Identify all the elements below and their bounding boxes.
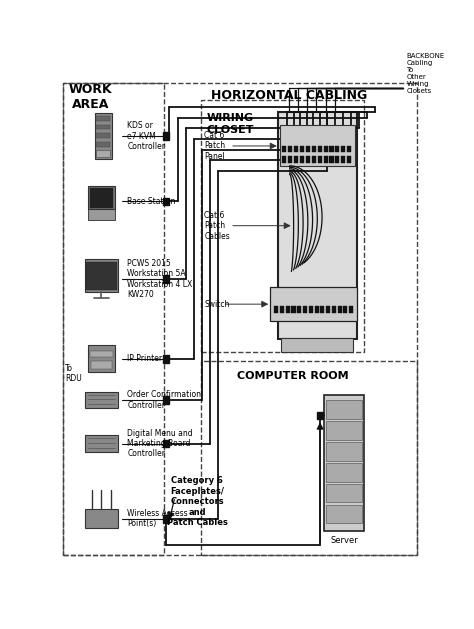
Text: Category 6
Faceplates/
Connectors
and
Patch Cables: Category 6 Faceplates/ Connectors and Pa…: [166, 476, 228, 527]
Text: Server: Server: [330, 536, 358, 545]
Bar: [324, 395, 364, 531]
Bar: [292, 306, 295, 313]
Text: Wireless Access
Point(s): Wireless Access Point(s): [127, 509, 188, 528]
Bar: [85, 509, 118, 528]
Bar: [300, 156, 304, 162]
Bar: [163, 355, 169, 363]
Text: PCWS 2015
Workstation 5A
Workstation 4 LX
KW270: PCWS 2015 Workstation 5A Workstation 4 L…: [127, 259, 192, 299]
Bar: [324, 156, 328, 162]
Bar: [85, 391, 118, 408]
Bar: [312, 156, 316, 162]
Bar: [286, 306, 290, 313]
Bar: [96, 116, 110, 121]
Text: Base Station: Base Station: [127, 197, 175, 206]
Bar: [326, 484, 362, 503]
Bar: [320, 306, 324, 313]
Bar: [163, 396, 169, 404]
Bar: [90, 351, 113, 357]
Bar: [288, 156, 292, 162]
Bar: [312, 145, 316, 152]
Bar: [282, 156, 286, 162]
Bar: [349, 306, 353, 313]
Bar: [297, 306, 301, 313]
Bar: [63, 83, 164, 555]
Bar: [326, 463, 362, 482]
Bar: [337, 306, 342, 313]
Bar: [91, 362, 111, 369]
Bar: [163, 198, 169, 205]
Text: WIRING
CLOSET: WIRING CLOSET: [206, 113, 254, 135]
Bar: [318, 156, 322, 162]
Bar: [318, 145, 322, 152]
Bar: [303, 306, 307, 313]
Bar: [201, 99, 364, 352]
Text: Cat 6
Patch
Cables: Cat 6 Patch Cables: [204, 211, 230, 241]
Bar: [88, 345, 115, 372]
Text: Cat 6
Patch
Panel: Cat 6 Patch Panel: [204, 131, 226, 161]
Bar: [96, 125, 110, 130]
Bar: [326, 306, 330, 313]
Bar: [282, 145, 286, 152]
Bar: [280, 306, 284, 313]
Bar: [300, 145, 304, 152]
Bar: [280, 125, 355, 167]
Bar: [96, 133, 110, 138]
Text: BACKBONE
Cabling
To
Other
Wiring
Closets: BACKBONE Cabling To Other Wiring Closets: [406, 53, 445, 94]
Bar: [336, 145, 339, 152]
Text: Order Confirmation
Controller: Order Confirmation Controller: [127, 390, 201, 409]
Bar: [86, 262, 117, 290]
Text: Switch: Switch: [204, 299, 230, 309]
Bar: [294, 156, 298, 162]
Bar: [317, 411, 323, 420]
Bar: [329, 145, 334, 152]
Bar: [288, 145, 292, 152]
Text: IP Printer: IP Printer: [127, 354, 162, 364]
Bar: [278, 112, 357, 340]
Bar: [282, 338, 353, 352]
Bar: [326, 421, 362, 440]
Bar: [324, 145, 328, 152]
Bar: [96, 150, 110, 157]
Bar: [88, 186, 115, 209]
Bar: [271, 287, 357, 321]
Bar: [163, 440, 169, 447]
Bar: [326, 400, 362, 418]
Text: To
RDU: To RDU: [65, 364, 82, 383]
Text: KDS or
e7 KVM
Controller: KDS or e7 KVM Controller: [127, 121, 165, 151]
Bar: [347, 145, 351, 152]
Bar: [163, 275, 169, 283]
Bar: [95, 113, 111, 159]
Bar: [306, 156, 310, 162]
Text: Digital Menu and
Marketing Board
Controller: Digital Menu and Marketing Board Control…: [127, 429, 193, 459]
Bar: [163, 515, 169, 523]
Bar: [332, 306, 336, 313]
Text: COMPUTER ROOM: COMPUTER ROOM: [237, 370, 348, 381]
Bar: [326, 442, 362, 460]
Text: WORK
AREA: WORK AREA: [69, 83, 112, 111]
Bar: [341, 156, 346, 162]
Bar: [306, 145, 310, 152]
Text: HORIZONTAL CABLING: HORIZONTAL CABLING: [211, 89, 367, 103]
Bar: [96, 142, 110, 147]
Bar: [347, 156, 351, 162]
Bar: [344, 306, 347, 313]
Bar: [85, 435, 118, 452]
Bar: [329, 156, 334, 162]
Bar: [294, 145, 298, 152]
Bar: [309, 306, 313, 313]
Bar: [88, 209, 115, 220]
Bar: [201, 361, 418, 555]
Bar: [274, 306, 278, 313]
Bar: [336, 156, 339, 162]
Bar: [85, 259, 118, 292]
Bar: [163, 132, 169, 140]
Bar: [315, 306, 319, 313]
Bar: [326, 505, 362, 523]
Bar: [90, 188, 113, 208]
Bar: [341, 145, 346, 152]
